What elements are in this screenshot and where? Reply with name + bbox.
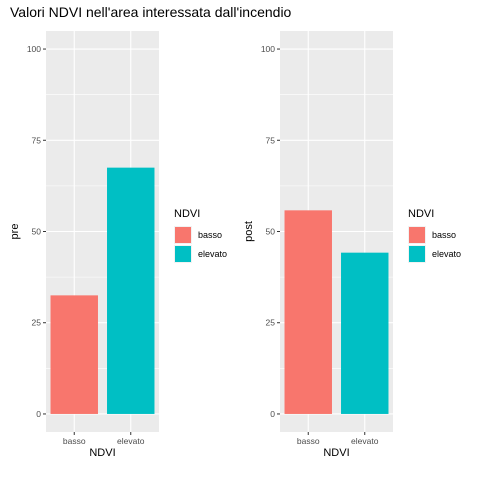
bar-pre-basso xyxy=(50,295,98,414)
x-axis-title: NDVI xyxy=(323,447,349,459)
y-tick-label: 25 xyxy=(266,318,276,328)
y-tick-label: 0 xyxy=(270,409,275,419)
y-tick-label: 100 xyxy=(261,44,275,54)
y-axis-title: post xyxy=(243,221,255,242)
legend-key-elevato xyxy=(175,246,191,262)
legend-label: elevato xyxy=(198,249,227,259)
x-axis-title: NDVI xyxy=(89,447,115,459)
legend-key-elevato xyxy=(409,246,425,262)
chart-title: Valori NDVI nell'area interessata dall'i… xyxy=(10,4,292,20)
legend-title: NDVI xyxy=(408,208,434,220)
legend-label: elevato xyxy=(432,249,461,259)
y-tick-label: 75 xyxy=(266,135,276,145)
y-tick-label: 0 xyxy=(36,409,41,419)
legend-label: basso xyxy=(432,230,456,240)
y-tick-label: 50 xyxy=(266,227,276,237)
legend-key-basso xyxy=(409,227,425,243)
x-tick-label: basso xyxy=(297,436,320,446)
x-tick-label: elevato xyxy=(117,436,145,446)
bar-post-basso xyxy=(284,210,332,414)
x-tick-label: basso xyxy=(63,436,86,446)
legend-key-basso xyxy=(175,227,191,243)
y-tick-label: 50 xyxy=(32,227,42,237)
bar-post-elevato xyxy=(341,252,389,414)
bar-pre-elevato xyxy=(107,167,155,414)
y-axis-title: pre xyxy=(9,224,21,240)
y-tick-label: 100 xyxy=(27,44,41,54)
legend-title: NDVI xyxy=(174,208,200,220)
y-tick-label: 25 xyxy=(32,318,42,328)
legend-label: basso xyxy=(198,230,222,240)
x-tick-label: elevato xyxy=(351,436,379,446)
y-tick-label: 75 xyxy=(32,135,42,145)
